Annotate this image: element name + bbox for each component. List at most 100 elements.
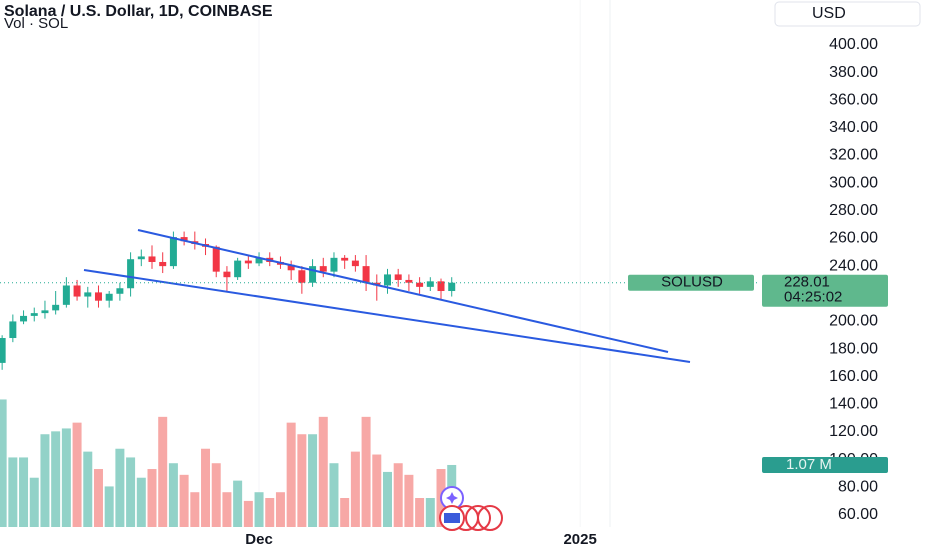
countdown: 04:25:02 [784,289,842,306]
volume-pane [0,399,457,527]
candle-body [94,292,102,301]
candle-body [341,257,349,261]
trend-line-lower[interactable] [83,269,691,363]
volume-legend: Vol · SOL [4,15,68,32]
volume-bar [243,500,253,527]
y-tick-label: 180.00 [829,340,878,357]
candle-body [223,271,231,278]
candle-body [351,260,359,267]
candle-body [319,266,327,272]
volume-bar [83,451,93,527]
y-tick-label: 340.00 [829,119,878,136]
candle-body [298,270,306,283]
volume-bar [382,471,392,527]
y-tick-label: 300.00 [829,174,878,191]
volume-bar [329,463,339,527]
volume-bar [233,480,243,527]
y-tick-label: 380.00 [829,64,878,81]
volume-bar [425,498,435,527]
candle-body [52,304,60,311]
volume-bar [265,498,275,527]
volume-bar [147,469,157,527]
volume-bar [158,416,168,527]
candle-body [244,260,252,264]
volume-bar [179,474,189,527]
volume-bar [190,492,200,527]
volume-bar [93,469,103,527]
candle-body [212,246,220,272]
volume-bar [51,431,61,527]
candle-body [84,292,92,297]
volume-bar [297,434,307,527]
candle-body [448,282,456,292]
y-tick-label: 240.00 [829,257,878,274]
volume-bar [404,474,414,527]
symbol-label: SOLUSD [661,274,723,291]
volume-bar [72,422,82,527]
candle-body [362,266,370,283]
y-tick-label: 360.00 [829,91,878,108]
volume-bar [393,463,403,527]
trend-line-upper[interactable] [137,229,669,353]
candle-body [41,310,49,314]
volume-label: 1.07 M [786,456,832,473]
y-tick-label: 120.00 [829,423,878,440]
volume-bar [361,416,371,527]
y-tick-label: 80.00 [838,479,878,496]
y-tick-label: 260.00 [829,230,878,247]
candle-body [127,259,135,289]
volume-bar [415,498,425,527]
candle-body [416,282,424,287]
event-icons [439,486,503,531]
flag-icon [444,513,460,523]
volume-bar [254,492,264,527]
candle-body [73,285,81,297]
candle-body [180,237,188,242]
candle-body [405,279,413,283]
price-tag [762,274,888,307]
volume-bar [61,428,71,527]
candle-body [437,281,445,292]
candle-body [394,274,402,280]
candle-body [137,256,145,260]
candle-body [116,288,124,294]
volume-bar [0,399,7,527]
currency-label[interactable]: USD [812,5,846,22]
candle-body [255,257,263,264]
volume-bar [29,477,39,527]
volume-bar [168,463,178,527]
currency-button[interactable] [774,1,921,27]
symbol-tag [628,274,754,291]
candle-body [159,261,167,267]
candle-body [287,264,295,271]
candle-body [309,266,317,283]
volume-bar [308,434,318,527]
candle-body [105,293,113,301]
y-tick-label: 200.00 [829,313,878,330]
candle-body [62,285,70,305]
volume-bar [372,454,382,527]
volume-bar [40,434,50,527]
volume-bar [8,457,18,527]
candle-body [30,313,38,316]
event-icon[interactable] [465,505,491,531]
chart-title: Solana / U.S. Dollar, 1D, COINBASE [4,3,273,20]
volume-bar [275,492,285,527]
volume-bar [201,448,211,527]
x-tick-label: Dec [245,531,273,548]
candle-body [330,257,338,272]
y-tick-label: 140.00 [829,396,878,413]
volume-bar [318,416,328,527]
y-tick-label: 60.00 [838,506,878,523]
volume-bar [19,457,29,527]
candle-body [0,338,6,363]
volume-tag [762,456,888,473]
candle-body [169,237,177,267]
volume-bar [126,457,136,527]
y-tick-label: 320.00 [829,147,878,164]
y-tick-label: 160.00 [829,368,878,385]
volume-bar [136,477,146,527]
candle-body [9,321,17,339]
volume-bar [115,448,125,527]
